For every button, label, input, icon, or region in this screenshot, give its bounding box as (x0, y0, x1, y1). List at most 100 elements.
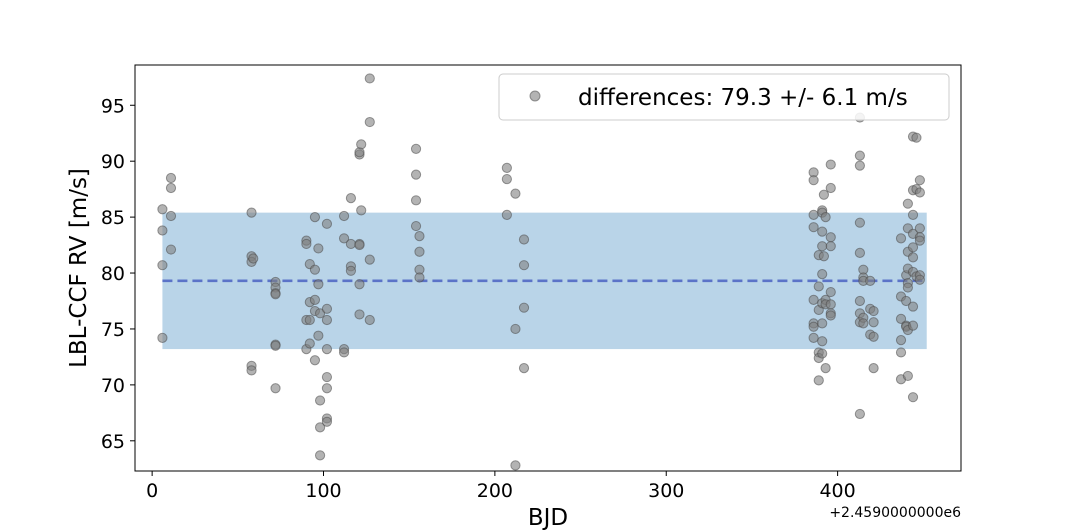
x-tick-label: 300 (648, 480, 684, 502)
data-point (902, 198, 913, 209)
data-point (270, 340, 281, 351)
data-point (501, 162, 512, 173)
data-point (309, 294, 321, 305)
plot-frame (134, 64, 962, 472)
legend-box (498, 73, 950, 121)
data-point (808, 332, 819, 344)
data-point (321, 314, 333, 326)
data-point (304, 314, 315, 326)
legend-marker (529, 90, 541, 102)
data-point (817, 269, 828, 280)
data-point (510, 188, 521, 199)
data-point (364, 73, 375, 84)
data-point (914, 274, 925, 285)
data-point (157, 332, 168, 344)
legend-label: differences: 79.3 +/- 6.1 m/s (578, 85, 908, 111)
data-point (868, 331, 879, 342)
data-point (246, 365, 257, 376)
data-point (518, 260, 530, 271)
data-point (410, 220, 422, 232)
data-point (914, 235, 925, 246)
x-tick-label: 200 (477, 480, 513, 502)
data-point (304, 338, 315, 349)
data-point (518, 302, 530, 313)
data-point (309, 264, 321, 275)
data-point (313, 330, 324, 341)
data-point (157, 225, 168, 236)
data-point (246, 207, 257, 218)
data-point (248, 253, 259, 264)
data-point (808, 175, 819, 186)
data-point (854, 160, 865, 171)
data-point (510, 460, 521, 471)
data-point (410, 169, 422, 180)
x-tick-label: 400 (819, 480, 855, 502)
data-point (820, 212, 831, 223)
data-point (356, 139, 367, 150)
data-point (907, 320, 919, 331)
data-point (356, 205, 367, 216)
data-point (345, 192, 357, 204)
data-point (501, 209, 512, 220)
data-point (364, 314, 375, 326)
data-point (345, 265, 357, 276)
data-point (914, 187, 925, 198)
data-point (868, 305, 879, 317)
data-point (868, 317, 879, 328)
y-tick-label: 70 (101, 375, 125, 397)
data-point (854, 217, 865, 228)
data-point (911, 132, 922, 143)
data-point (270, 383, 281, 394)
data-point (854, 247, 865, 259)
x-axis-label: BJD (528, 505, 568, 530)
data-point (817, 241, 828, 252)
data-point (813, 281, 824, 292)
data-point (313, 243, 324, 254)
data-point (314, 450, 326, 461)
data-point (414, 272, 425, 283)
data-point (354, 239, 365, 251)
data-point (314, 395, 326, 406)
y-tick-label: 65 (101, 431, 125, 453)
data-point (321, 383, 333, 394)
data-point (518, 234, 530, 245)
data-point (808, 222, 819, 233)
data-point (902, 282, 913, 293)
data-point (808, 209, 819, 220)
data-point (313, 279, 324, 290)
data-point (914, 175, 925, 186)
data-point (907, 209, 919, 220)
data-point (410, 143, 422, 154)
data-point (314, 422, 326, 433)
data-point (345, 238, 357, 250)
data-point (808, 294, 819, 305)
data-point (825, 310, 836, 321)
data-point (309, 355, 321, 366)
data-point (301, 238, 312, 250)
data-point (338, 347, 350, 358)
data-point (854, 408, 865, 420)
data-point (321, 416, 333, 427)
data-point (817, 226, 828, 237)
data-point (270, 289, 281, 300)
data-point (818, 189, 830, 200)
data-point (321, 218, 333, 229)
data-point (414, 246, 425, 257)
data-point (321, 303, 333, 314)
data-point (808, 321, 819, 332)
x-tick-label: 0 (146, 480, 158, 502)
data-point (907, 301, 919, 312)
data-point (165, 210, 177, 222)
data-point (854, 150, 865, 161)
data-point (825, 241, 836, 252)
data-point (817, 348, 828, 359)
data-point (364, 254, 375, 265)
data-point (825, 286, 836, 298)
data-point (510, 323, 521, 335)
data-point (854, 295, 865, 307)
data-point (338, 233, 350, 244)
data-point (165, 172, 177, 184)
data-point (518, 363, 530, 374)
